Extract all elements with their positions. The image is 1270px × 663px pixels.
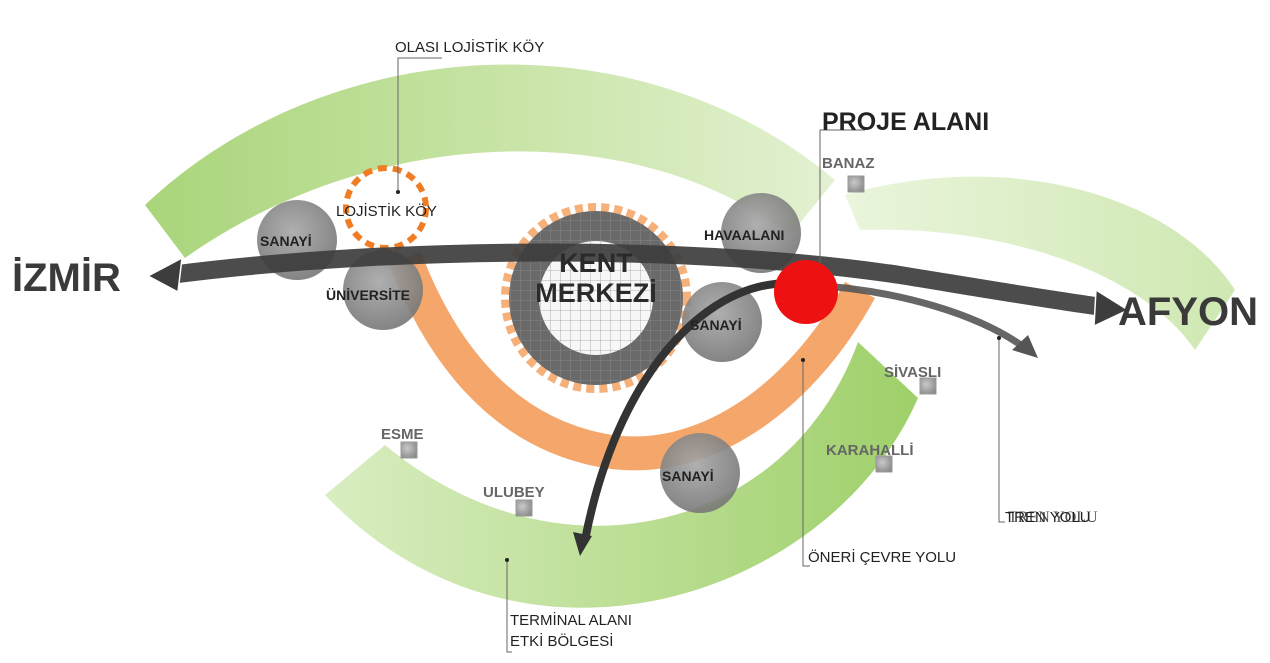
proposed-ring-road-arrow-head bbox=[573, 532, 592, 556]
karahalli-marker bbox=[875, 455, 893, 473]
afyon-label: AFYON bbox=[1118, 290, 1258, 334]
project-area-circle bbox=[774, 260, 838, 324]
green-band-top bbox=[145, 64, 835, 258]
tren-yolu-label-b: TREN YOLU bbox=[1008, 509, 1098, 526]
proposed-ring-road-arrow bbox=[581, 279, 806, 541]
izmir-arrow-head bbox=[146, 256, 183, 294]
terminal-alani-line2: ETKİ BÖLGESİ bbox=[510, 632, 613, 650]
banaz-marker bbox=[847, 175, 865, 193]
sanayi-west-label: SANAYİ bbox=[260, 233, 312, 249]
leader-lines bbox=[397, 57, 1005, 653]
ulubey-marker bbox=[515, 499, 533, 517]
sivasli-marker bbox=[919, 377, 937, 395]
ulubey-label: ULUBEY bbox=[483, 484, 545, 501]
karahalli-label: KARAHALLİ bbox=[826, 442, 914, 459]
proje-alani-label: PROJE ALANI bbox=[822, 108, 989, 136]
universite-label: ÜNİVERSİTE bbox=[326, 287, 410, 303]
main-highway-arrow bbox=[168, 243, 1112, 317]
sivasli-label: SİVASLI bbox=[884, 364, 941, 381]
sanayi-south-circle bbox=[660, 433, 740, 513]
kent-merkezi-line1: KENT bbox=[559, 248, 633, 278]
green-band-bottom bbox=[325, 342, 918, 608]
olasi-lojistik-koy-label: OLASI LOJİSTİK KÖY bbox=[395, 38, 544, 56]
sanayi-south-label: SANAYİ bbox=[662, 468, 714, 484]
banaz-label: BANAZ bbox=[822, 155, 875, 172]
green-band-right bbox=[845, 176, 1235, 350]
kent-dotted-ring bbox=[501, 203, 691, 393]
esme-label: ESME bbox=[381, 426, 424, 443]
sanayi-east-circle bbox=[682, 282, 762, 362]
terminal-alani-line1: TERMİNAL ALANI bbox=[510, 611, 632, 629]
tren-yolu-label-a: TREN YOLU bbox=[1005, 509, 1091, 526]
esme-marker bbox=[400, 441, 418, 459]
sanayi-east-label: SANAYİ bbox=[690, 317, 742, 333]
lojistik-koy-label: LOJİSTİK KÖY bbox=[336, 202, 437, 220]
railway-arrow-head bbox=[1012, 335, 1038, 358]
oneri-cevre-yolu-label: ÖNERİ ÇEVRE YOLU bbox=[808, 548, 956, 566]
kent-merkezi-line2: MERKEZİ bbox=[535, 278, 657, 308]
orange-ring-road bbox=[389, 251, 875, 471]
universite-circle bbox=[343, 250, 423, 330]
izmir-label: İZMİR bbox=[12, 256, 121, 300]
railway-arrow bbox=[809, 281, 1028, 351]
afyon-arrow-head bbox=[1093, 288, 1130, 328]
havaalani-label: HAVAALANI bbox=[704, 227, 784, 243]
